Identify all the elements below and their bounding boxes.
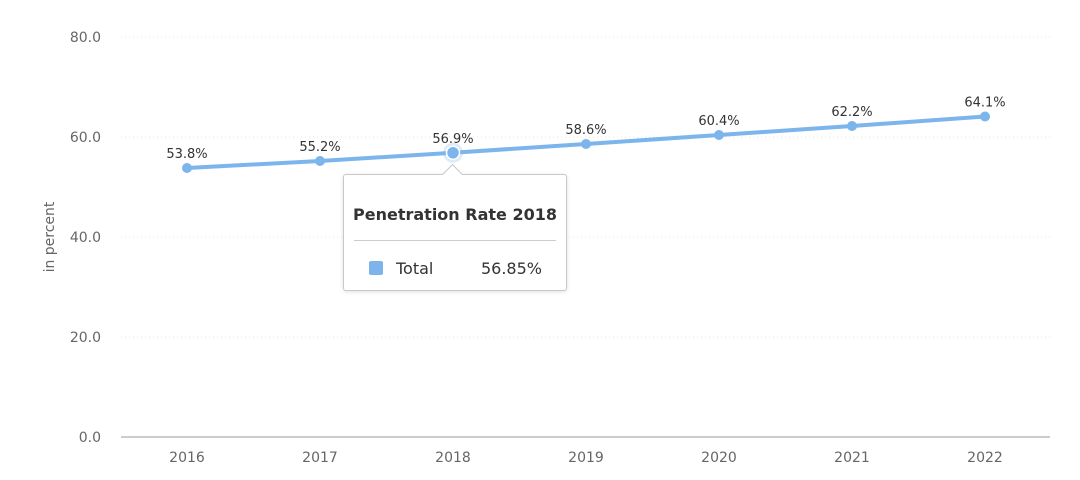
data-point <box>714 130 724 140</box>
x-tick-label: 2019 <box>568 450 604 466</box>
x-tick-label: 2020 <box>701 450 737 466</box>
data-label: 58.6% <box>565 123 606 138</box>
data-label: 64.1% <box>964 96 1005 111</box>
series-swatch-icon <box>369 261 383 275</box>
tooltip-title: Penetration Rate 2018 <box>353 205 557 224</box>
data-label: 55.2% <box>299 140 340 155</box>
y-tick-label: 40.0 <box>70 230 101 246</box>
data-point <box>315 156 325 166</box>
chart-tooltip: Penetration Rate 2018 Total 56.85% <box>343 163 567 291</box>
y-tick-label: 0.0 <box>79 430 101 446</box>
data-point <box>182 163 192 173</box>
x-tick-label: 2017 <box>302 450 338 466</box>
data-point <box>581 139 591 149</box>
data-point <box>980 111 990 122</box>
y-tick-label: 60.0 <box>70 130 101 146</box>
x-tick-label: 2018 <box>435 450 471 466</box>
x-tick-label: 2016 <box>169 450 205 466</box>
data-label: 60.4% <box>698 114 739 129</box>
data-label: 62.2% <box>831 105 872 120</box>
x-tick-label: 2021 <box>834 450 870 466</box>
y-tick-label: 20.0 <box>70 330 101 346</box>
y-axis-title: in percent <box>42 201 58 272</box>
data-point <box>445 145 461 160</box>
data-label: 56.9% <box>432 132 473 147</box>
data-point <box>847 121 857 131</box>
tooltip-divider <box>354 240 556 241</box>
data-label: 53.8% <box>166 147 207 162</box>
tooltip-value: 56.85% <box>480 259 542 278</box>
x-tick-label: 2022 <box>967 450 1003 466</box>
y-tick-label: 80.0 <box>70 30 101 46</box>
tooltip-series-name: Total <box>396 259 434 278</box>
